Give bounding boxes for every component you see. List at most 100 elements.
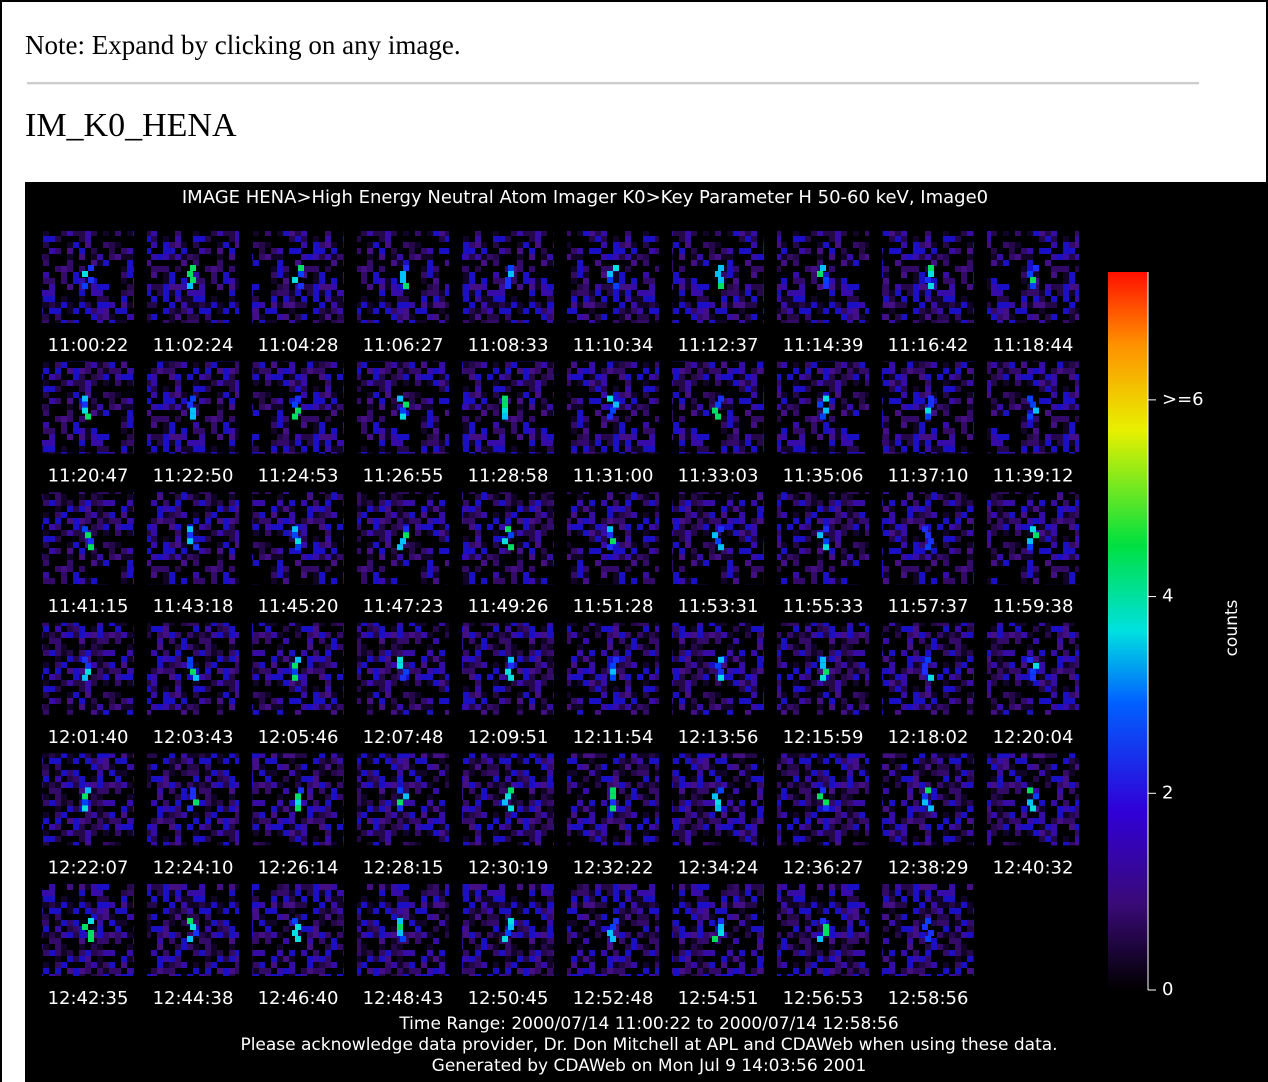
- timestamp: 12:07:48: [363, 727, 444, 748]
- thumbnail-pixel: [508, 924, 514, 930]
- thumbnail-pixel: [928, 395, 934, 402]
- timestamp: 11:14:39: [783, 335, 864, 356]
- thumbnail-pixel: [505, 793, 511, 800]
- timestamp: 11:37:10: [888, 466, 969, 487]
- thumbnail-pixel: [502, 395, 508, 402]
- thumbnail-pixel: [295, 924, 301, 930]
- thumbnail: [462, 753, 554, 846]
- thumbnail-pixel: [397, 805, 403, 812]
- timestamp: 11:47:23: [363, 596, 444, 617]
- thumbnail-pixel: [295, 799, 301, 806]
- thumbnail-pixel: [1027, 544, 1033, 551]
- thumbnail-pixel: [715, 538, 721, 545]
- thumbnail-pixel: [502, 538, 508, 545]
- timestamp: 12:01:40: [48, 727, 129, 748]
- thumbnail: [882, 753, 974, 846]
- thumbnail-pixel: [1030, 668, 1036, 675]
- thumbnail-pixel: [190, 668, 196, 675]
- thumbnail-pixel: [1027, 271, 1033, 277]
- thumbnail-pixel: [925, 277, 931, 283]
- thumbnail-pixel: [187, 918, 193, 924]
- thumbnail-pixel: [610, 407, 616, 414]
- thumbnail-pixel: [505, 526, 511, 533]
- timestamp: 12:50:45: [468, 988, 549, 1009]
- thumbnail-pixel: [292, 401, 298, 408]
- timestamp: 12:26:14: [258, 857, 339, 878]
- thumbnail: [252, 753, 344, 846]
- thumbnail-pixel: [610, 805, 616, 812]
- thumbnail: [672, 361, 764, 454]
- thumbnail-pixel: [715, 271, 721, 277]
- thumbnail-pixel: [187, 538, 193, 545]
- thumbnail-pixel: [187, 656, 193, 663]
- thumbnail-pixel: [925, 544, 931, 551]
- thumbnail-pixel: [187, 532, 193, 539]
- thumbnail-pixel: [715, 413, 721, 420]
- thumbnail-pixel: [712, 936, 718, 942]
- timestamp: 11:33:03: [678, 466, 759, 487]
- thumbnail-pixel: [190, 395, 196, 402]
- thumbnail-pixel: [88, 918, 94, 924]
- thumbnail-pixel: [715, 799, 721, 806]
- timestamp: 11:59:38: [993, 596, 1074, 617]
- footer-line: Please acknowledge data provider, Dr. Do…: [240, 1035, 1057, 1055]
- timestamp: 12:24:10: [153, 857, 234, 878]
- thumbnail-pixel: [1030, 283, 1036, 289]
- thumbnail-pixel: [823, 930, 829, 936]
- timestamp: 12:05:46: [258, 727, 339, 748]
- thumbnail-pixel: [823, 805, 829, 812]
- thumbnail-pixel: [922, 924, 928, 930]
- thumbnail-pixel: [823, 544, 829, 551]
- thumbnail-pixel: [715, 662, 721, 669]
- heading: IM_K0_HENA: [25, 107, 237, 144]
- thumbnail-pixel: [508, 918, 514, 924]
- thumbnail-pixel: [1030, 526, 1036, 533]
- thumbnail: [987, 231, 1079, 323]
- footer-line: Time Range: 2000/07/14 11:00:22 to 2000/…: [398, 1014, 898, 1034]
- thumbnail-pixel: [1027, 413, 1033, 420]
- thumbnail: [777, 884, 869, 976]
- thumbnail: [777, 753, 869, 846]
- thumbnail-pixel: [85, 532, 91, 539]
- thumbnail: [42, 361, 134, 454]
- thumbnail-pixel: [292, 930, 298, 936]
- thumbnail: [672, 492, 764, 585]
- thumbnail-pixel: [190, 407, 196, 414]
- timestamp: 11:10:34: [573, 335, 654, 356]
- thumbnail-pixel: [400, 538, 406, 545]
- thumbnail-pixel: [298, 265, 304, 271]
- thumbnail-pixel: [715, 401, 721, 408]
- thumbnail-pixel: [508, 656, 514, 663]
- thumbnail-pixel: [922, 799, 928, 806]
- thumbnail-pixel: [817, 401, 823, 408]
- thumbnail-pixel: [610, 668, 616, 675]
- thumbnail-pixel: [187, 526, 193, 533]
- timestamp: 12:56:53: [783, 988, 864, 1009]
- thumbnail-pixel: [715, 805, 721, 812]
- thumbnail-pixel: [817, 532, 823, 539]
- thumbnail: [147, 231, 239, 323]
- timestamp: 11:31:00: [573, 466, 654, 487]
- thumbnail-pixel: [400, 407, 406, 414]
- timestamp: 12:30:19: [468, 857, 549, 878]
- thumbnail-pixel: [925, 413, 931, 420]
- timestamp: 12:40:32: [993, 857, 1074, 878]
- plot-image[interactable]: IMAGE HENA>High Energy Neutral Atom Imag…: [25, 182, 1268, 1082]
- thumbnail-pixel: [190, 413, 196, 420]
- thumbnail-pixel: [82, 805, 88, 812]
- thumbnail: [147, 884, 239, 976]
- thumbnail-pixel: [823, 395, 829, 402]
- thumbnail-pixel: [1030, 277, 1036, 283]
- thumbnail-pixel: [88, 538, 94, 545]
- thumbnail-pixel: [292, 277, 298, 283]
- timestamp: 11:45:20: [258, 596, 339, 617]
- thumbnail-pixel: [925, 936, 931, 942]
- thumbnail-pixel: [922, 526, 928, 533]
- thumbnail-pixel: [88, 930, 94, 936]
- thumbnail: [462, 884, 554, 976]
- timestamp: 11:12:37: [678, 335, 759, 356]
- thumbnail-pixel: [400, 674, 406, 681]
- thumbnail-pixel: [817, 271, 823, 277]
